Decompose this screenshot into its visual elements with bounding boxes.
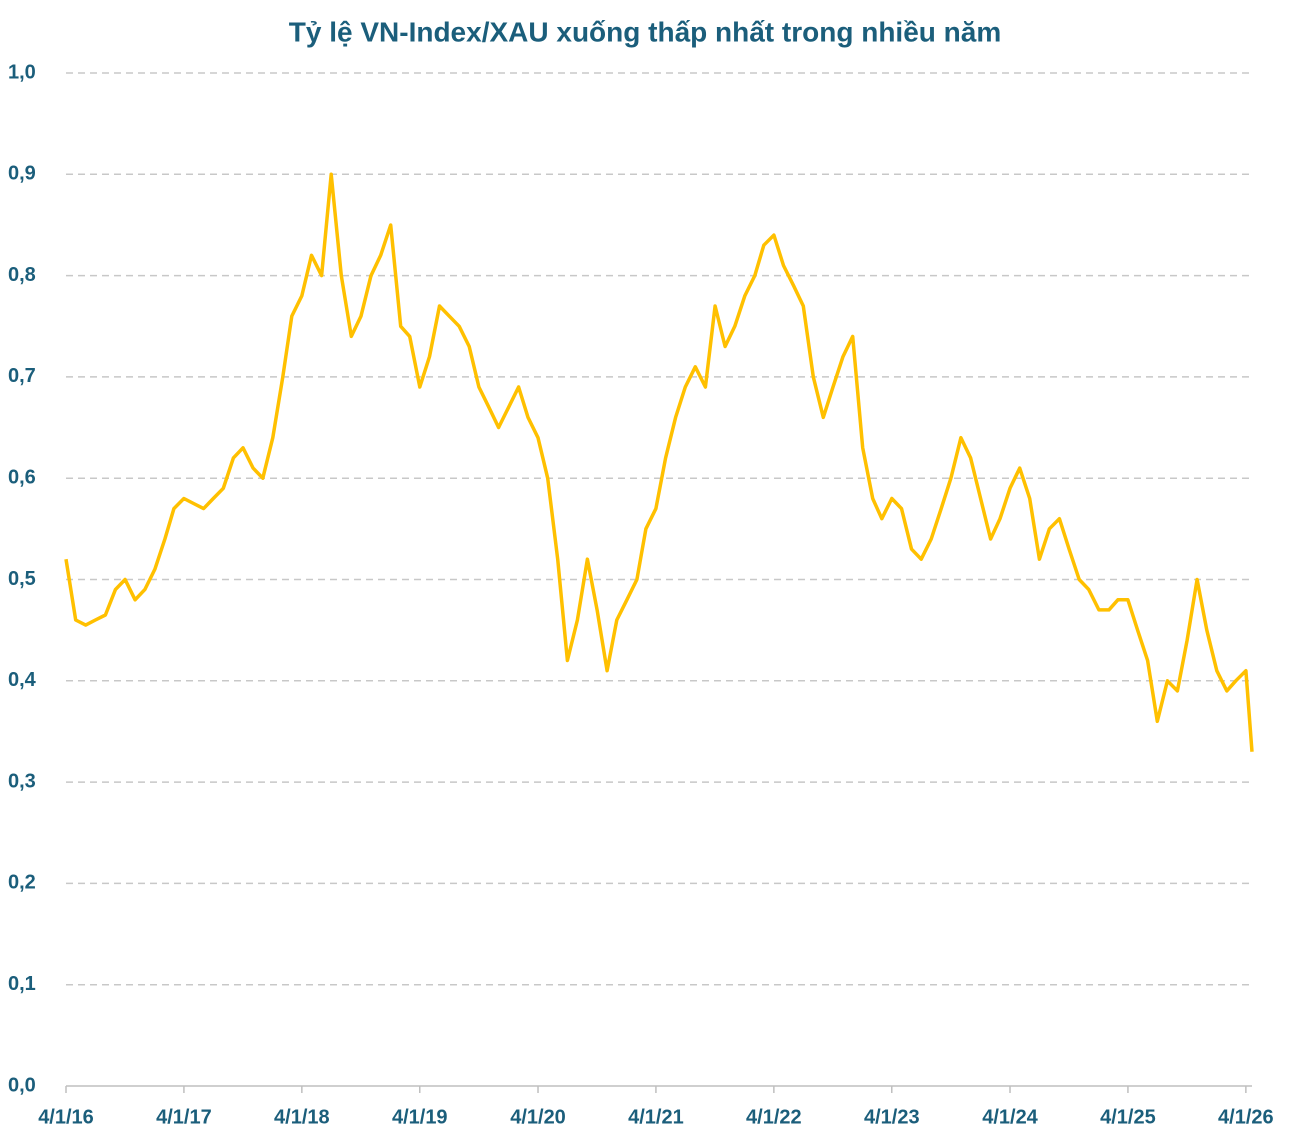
y-tick-label: 0,3: [8, 770, 36, 792]
x-tick-label: 4/1/21: [628, 1106, 684, 1128]
y-tick-label: 1,0: [8, 61, 36, 83]
x-tick-label: 4/1/23: [864, 1106, 920, 1128]
y-tick-label: 0,1: [8, 973, 36, 995]
y-tick-label: 0,9: [8, 163, 36, 185]
x-tick-label: 4/1/26: [1218, 1106, 1274, 1128]
x-tick-label: 4/1/20: [510, 1106, 566, 1128]
y-tick-label: 0,2: [8, 872, 36, 894]
data-line: [64, 172, 1254, 752]
x-tick-label: 4/1/16: [38, 1106, 94, 1128]
x-tick-label: 4/1/18: [274, 1106, 330, 1128]
y-tick-label: 0,6: [8, 466, 36, 488]
x-tick-label: 4/1/19: [392, 1106, 448, 1128]
y-tick-label: 0,7: [8, 365, 36, 387]
y-tick-label: 0,0: [8, 1074, 36, 1096]
x-tick-label: 4/1/25: [1100, 1106, 1156, 1128]
x-tick-label: 4/1/17: [156, 1106, 212, 1128]
x-tick-label: 4/1/22: [746, 1106, 802, 1128]
chart-title: Tỷ lệ VN-Index/XAU xuống thấp nhất trong…: [289, 16, 1001, 47]
x-tick-label: 4/1/24: [982, 1106, 1038, 1128]
y-tick-label: 0,4: [8, 669, 37, 691]
y-tick-label: 0,5: [8, 568, 36, 590]
y-tick-label: 0,8: [8, 264, 36, 286]
